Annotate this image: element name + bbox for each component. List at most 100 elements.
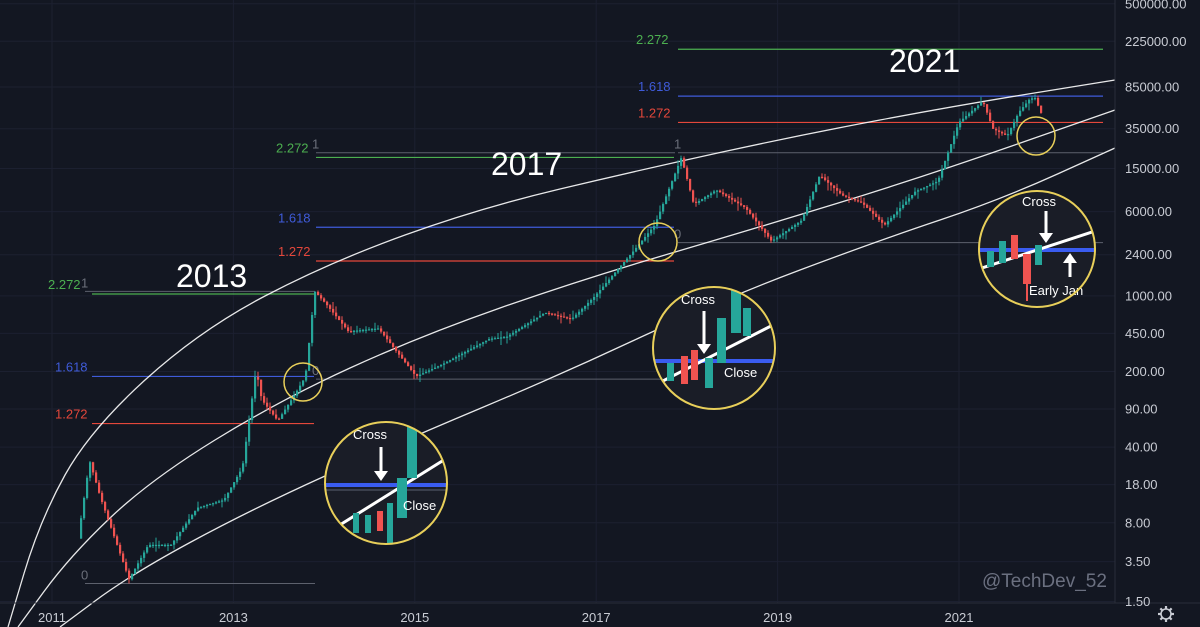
price-tick-label: 8.00 xyxy=(1125,515,1150,530)
candle xyxy=(836,188,839,191)
candle xyxy=(527,323,530,326)
candle xyxy=(167,544,170,547)
candle xyxy=(128,570,131,580)
candle xyxy=(797,222,800,225)
candle xyxy=(890,217,893,222)
candle xyxy=(305,370,308,381)
candle xyxy=(635,247,638,252)
candle xyxy=(977,105,980,109)
candle xyxy=(392,343,395,347)
candle xyxy=(497,337,500,339)
candle xyxy=(224,497,227,501)
candle xyxy=(290,400,293,405)
candle xyxy=(920,188,923,191)
candle xyxy=(689,178,692,191)
price-axis[interactable]: 1200000.00500000.00225000.0085000.003500… xyxy=(1125,0,1194,609)
candle xyxy=(389,339,392,344)
candle xyxy=(356,330,359,332)
time-tick-label: 2017 xyxy=(582,610,611,625)
candle xyxy=(608,279,611,284)
candle xyxy=(431,369,434,371)
candle xyxy=(446,361,449,364)
zoom-circle-border xyxy=(324,421,448,545)
candle xyxy=(770,236,773,241)
candle xyxy=(194,510,197,516)
candle xyxy=(368,329,371,331)
candle xyxy=(887,221,890,225)
candle xyxy=(215,502,218,504)
candle xyxy=(905,201,908,205)
candle xyxy=(152,544,155,547)
price-tick-label: 3.50 xyxy=(1125,554,1150,569)
candle xyxy=(347,327,350,332)
candle xyxy=(800,220,803,223)
candle xyxy=(197,507,200,511)
candle xyxy=(854,199,857,201)
candle xyxy=(353,330,356,332)
candle xyxy=(677,165,680,174)
candle xyxy=(866,204,869,208)
regression-band-curve xyxy=(17,109,1116,627)
candle xyxy=(650,229,653,234)
candle xyxy=(878,216,881,220)
candle xyxy=(911,194,914,199)
grid-lines xyxy=(0,0,1115,603)
candle xyxy=(500,337,503,339)
fib-label: 1.618 xyxy=(278,210,311,225)
candle xyxy=(587,302,590,306)
candle xyxy=(740,203,743,206)
candle xyxy=(1025,103,1028,108)
candle xyxy=(1028,99,1031,104)
candle xyxy=(83,497,86,519)
candle xyxy=(539,315,542,318)
candle xyxy=(113,527,116,537)
candle xyxy=(383,331,386,336)
candle xyxy=(572,317,575,319)
candle xyxy=(737,201,740,204)
time-axis[interactable]: 2011 2013 2015 2017 2019 2021 xyxy=(38,610,973,625)
candle xyxy=(626,258,629,263)
candle xyxy=(662,203,665,212)
candle xyxy=(473,347,476,349)
price-tick-label: 35000.00 xyxy=(1125,121,1179,136)
candle xyxy=(455,356,458,359)
candle xyxy=(386,335,389,340)
candle xyxy=(134,568,137,575)
candle xyxy=(986,104,989,113)
candle xyxy=(464,351,467,354)
candle xyxy=(212,503,215,505)
candle xyxy=(731,197,734,200)
candle xyxy=(1040,105,1043,113)
candle xyxy=(131,574,134,580)
candle xyxy=(137,563,140,569)
candle xyxy=(869,207,872,211)
candle xyxy=(422,373,425,375)
candle xyxy=(236,476,239,483)
candle xyxy=(437,366,440,368)
candle xyxy=(989,112,992,122)
candle xyxy=(593,296,596,300)
candle xyxy=(506,336,509,338)
candle xyxy=(155,544,158,547)
candle xyxy=(140,557,143,564)
fib-base-marker: 0 xyxy=(312,363,319,378)
candle xyxy=(107,510,110,520)
candle xyxy=(512,332,515,335)
candle xyxy=(668,188,671,197)
candle xyxy=(902,204,905,209)
candle xyxy=(227,492,230,498)
candle xyxy=(233,482,236,488)
candle xyxy=(203,505,206,507)
candle xyxy=(161,544,164,547)
candle xyxy=(149,544,152,548)
candle xyxy=(701,199,704,201)
candle xyxy=(245,441,248,464)
cross-circle xyxy=(1016,116,1056,156)
candle xyxy=(191,515,194,520)
candle xyxy=(998,130,1001,132)
candle xyxy=(968,113,971,117)
candle xyxy=(272,410,275,415)
candle xyxy=(962,118,965,122)
gear-icon[interactable] xyxy=(1158,606,1174,622)
candle xyxy=(407,362,410,367)
